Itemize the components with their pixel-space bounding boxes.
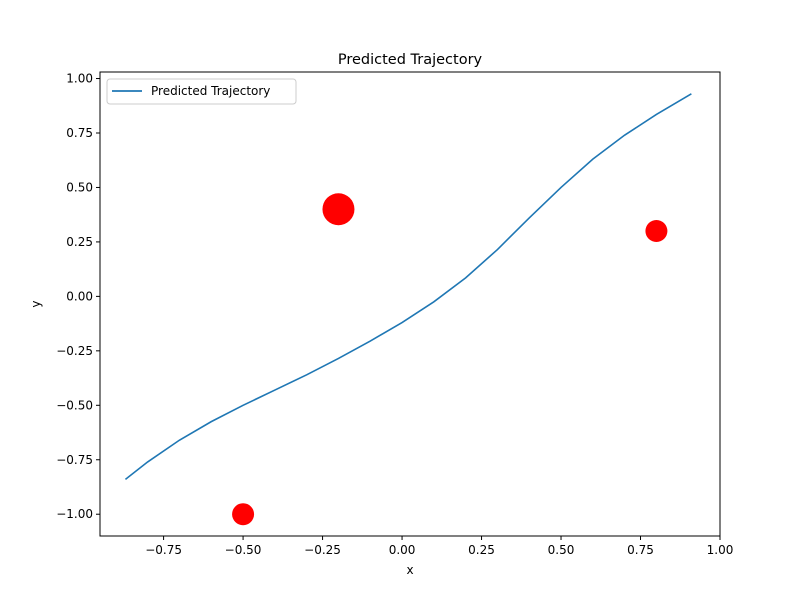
x-tick-label: −0.50 — [225, 543, 262, 557]
x-tick-label: 0.00 — [389, 543, 416, 557]
x-axis: −0.75 −0.50 −0.25 0.00 0.25 0.50 0.75 1.00 — [145, 536, 733, 557]
series-line-predicted-trajectory — [124, 93, 692, 480]
x-tick-label: −0.75 — [145, 543, 182, 557]
y-tick-label: −0.50 — [56, 398, 93, 412]
y-axis-label: y — [29, 300, 43, 307]
y-tick-label: 0.75 — [66, 126, 93, 140]
x-tick-label: 0.75 — [627, 543, 654, 557]
y-tick-label: 0.00 — [66, 289, 93, 303]
x-tick-label: 0.25 — [468, 543, 495, 557]
legend: Predicted Trajectory — [106, 78, 297, 105]
chart-title: Predicted Trajectory — [338, 52, 483, 68]
y-tick-label: −0.75 — [56, 453, 93, 467]
obstacle-point-2 — [645, 220, 668, 243]
x-tick-label: −0.25 — [304, 543, 341, 557]
legend-box — [106, 78, 297, 105]
x-tick-label: 1.00 — [707, 543, 734, 557]
x-tick-label: 0.50 — [548, 543, 575, 557]
x-axis-label: x — [406, 563, 413, 577]
obstacle-point-1 — [322, 193, 355, 226]
legend-entry-predicted-trajectory: Predicted Trajectory — [151, 84, 270, 98]
y-tick-label: 1.00 — [66, 72, 93, 86]
obstacle-point-3 — [232, 503, 255, 526]
y-tick-label: −1.00 — [56, 507, 93, 521]
y-tick-label: 0.50 — [66, 180, 93, 194]
y-axis: −1.00 −0.75 −0.50 −0.25 0.00 0.25 0.50 0.75 1.00 — [56, 72, 100, 521]
y-tick-label: −0.25 — [56, 344, 93, 358]
plot-frame — [99, 71, 721, 537]
y-tick-label: 0.25 — [66, 235, 93, 249]
